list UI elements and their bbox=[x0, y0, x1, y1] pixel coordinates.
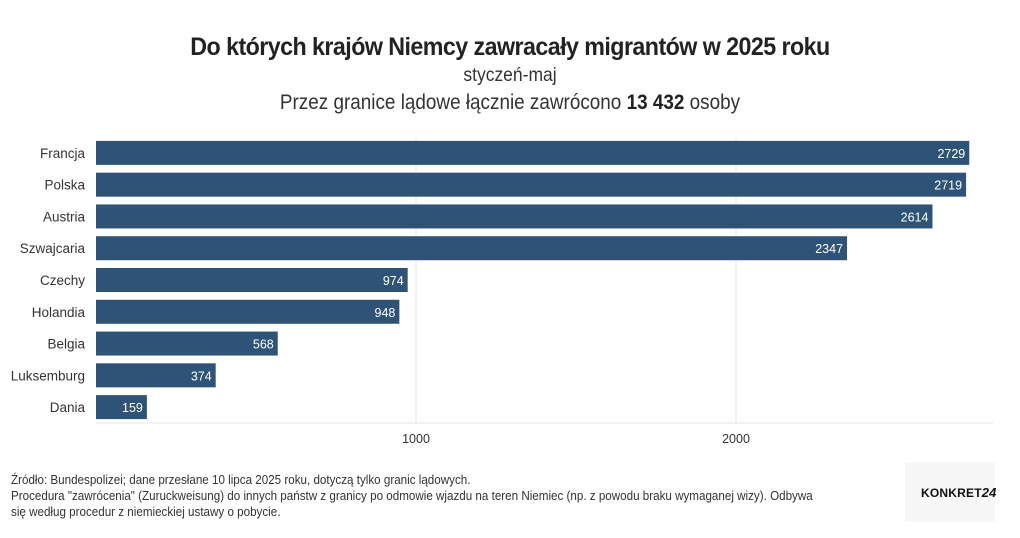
x-tick-label: 2000 bbox=[722, 432, 750, 446]
bar bbox=[96, 299, 400, 324]
source-note: Źródło: Bundespolizei; dane przesłane 10… bbox=[11, 473, 471, 487]
category-label: Czechy bbox=[40, 273, 85, 288]
category-label: Luksemburg bbox=[11, 368, 85, 383]
bar bbox=[96, 236, 848, 261]
logo-number: 24 bbox=[981, 485, 997, 500]
konkret24-logo: KONKRET24 bbox=[921, 485, 997, 500]
category-label: Dania bbox=[50, 400, 86, 415]
category-label: Austria bbox=[43, 209, 86, 224]
value-label: 2729 bbox=[937, 147, 965, 161]
value-label: 2719 bbox=[934, 179, 962, 193]
value-label: 374 bbox=[191, 369, 212, 383]
x-tick-label: 1000 bbox=[402, 432, 430, 446]
chart-title: Do których krajów Niemcy zawracały migra… bbox=[190, 33, 830, 61]
chart-subtitle: styczeń-maj bbox=[463, 65, 557, 86]
chart-footer: Źródło: Bundespolizei; dane przesłane 10… bbox=[11, 472, 829, 520]
category-label: Polska bbox=[44, 178, 85, 193]
category-label: Holandia bbox=[32, 305, 86, 320]
bar bbox=[96, 140, 970, 165]
bar bbox=[96, 363, 216, 388]
bar bbox=[96, 395, 147, 420]
logo-box bbox=[905, 462, 995, 522]
bar bbox=[96, 172, 967, 197]
chart-header: Do których krajów Niemcy zawracały migra… bbox=[0, 30, 1020, 118]
total-suffix: osoby bbox=[689, 91, 741, 114]
procedure-note: Procedura "zawrócenia" (Zuruckweisung) d… bbox=[11, 489, 813, 519]
bar bbox=[96, 331, 278, 356]
bar bbox=[96, 204, 933, 229]
chart-total-line: Przez granice lądowe łącznie zawrócono 1… bbox=[51, 88, 969, 118]
value-label: 2347 bbox=[815, 242, 843, 256]
total-prefix: Przez granice lądowe łącznie zawrócono bbox=[279, 91, 622, 114]
category-label: Francja bbox=[40, 146, 86, 161]
value-label: 948 bbox=[375, 306, 396, 320]
value-label: 974 bbox=[383, 274, 404, 288]
category-label: Belgia bbox=[47, 337, 85, 352]
value-label: 2614 bbox=[901, 210, 929, 224]
category-label: Szwajcaria bbox=[20, 241, 86, 256]
total-value: 13 432 bbox=[626, 91, 685, 114]
logo-text: KONKRET bbox=[921, 486, 982, 500]
bar bbox=[96, 268, 408, 292]
value-label: 568 bbox=[253, 338, 274, 352]
value-label: 159 bbox=[122, 401, 143, 415]
